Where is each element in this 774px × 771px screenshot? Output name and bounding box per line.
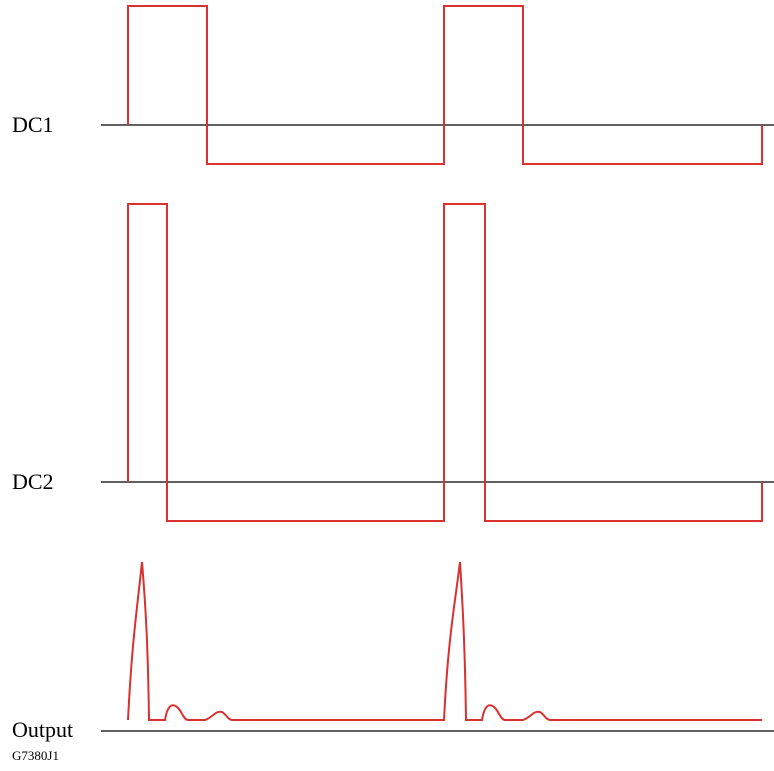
output-waveform <box>127 561 762 721</box>
dc2-waveform <box>127 203 763 522</box>
output-label: Output <box>12 717 74 742</box>
dc2-label: DC2 <box>12 469 54 494</box>
figure-code: G7380J1 <box>12 748 59 763</box>
dc1-label: DC1 <box>12 112 54 137</box>
dc1-waveform <box>127 5 763 165</box>
